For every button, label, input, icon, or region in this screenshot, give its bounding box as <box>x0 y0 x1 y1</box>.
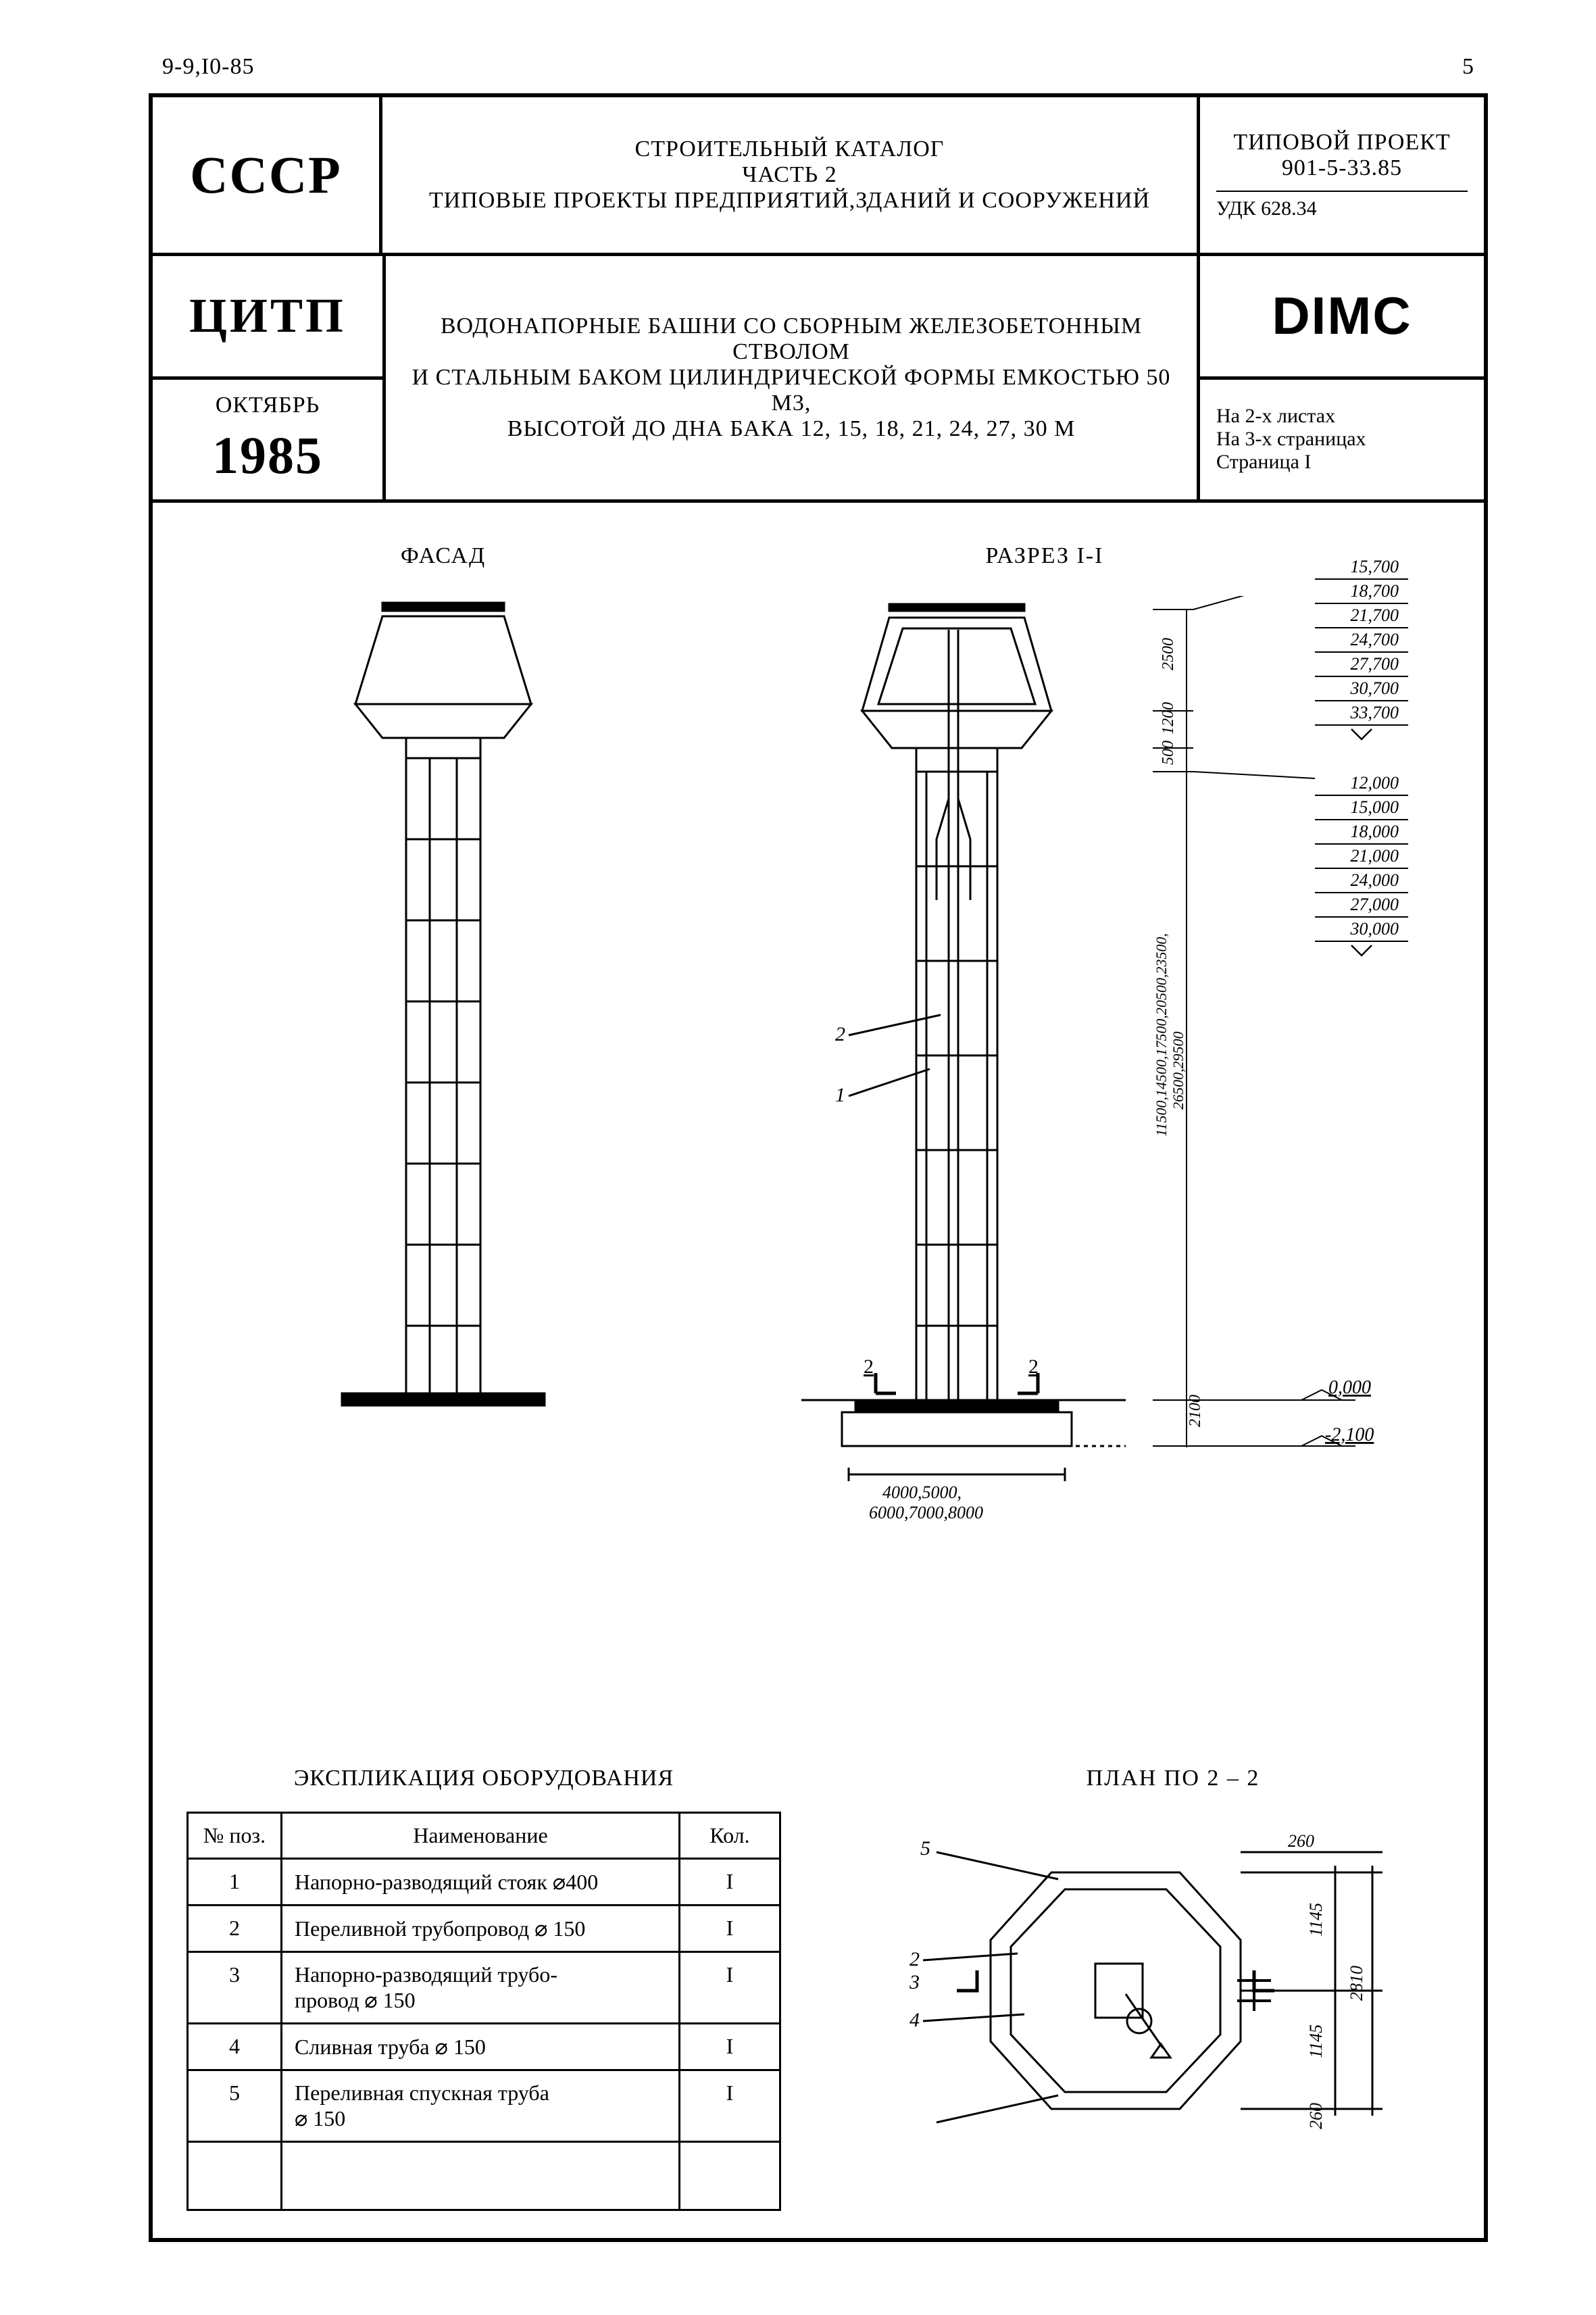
svg-text:-2,100: -2,100 <box>1325 1424 1374 1445</box>
elev-value: 27,700 <box>1315 653 1408 677</box>
cell-pos: 1 <box>188 1859 282 1906</box>
country-label: СССР <box>169 145 363 205</box>
svg-text:260: 260 <box>1288 1831 1314 1851</box>
section-view: РАЗРЕЗ I-I <box>774 543 1450 1739</box>
month-label: ОКТЯБРЬ <box>169 393 366 418</box>
svg-text:11500,14500,17500,20500,23500,: 11500,14500,17500,20500,23500, <box>1153 933 1170 1137</box>
cell-qty: I <box>680 1952 780 2024</box>
elev-value: 27,000 <box>1315 893 1408 918</box>
svg-text:1145: 1145 <box>1306 2024 1326 2058</box>
table-row: 4Сливная труба ⌀ 150I <box>188 2024 780 2070</box>
foundation-dims: 4000,5000, <box>882 1483 962 1502</box>
section-drawing: 1 2 2 2 <box>774 596 1153 1542</box>
main-frame: СССР СТРОИТЕЛЬНЫЙ КАТАЛОГ ЧАСТЬ 2 ТИПОВЫ… <box>149 93 1488 2242</box>
svg-text:1200: 1200 <box>1159 702 1177 735</box>
catalog-line2: ЧАСТЬ 2 <box>399 162 1180 188</box>
top-line: 9-9,I0-85 5 <box>149 54 1488 80</box>
desc-line2: И СТАЛЬНЫМ БАКОМ ЦИЛИНДРИЧЕСКОЙ ФОРМЫ ЕМ… <box>402 365 1180 416</box>
cell-name: Сливная труба ⌀ 150 <box>282 2024 680 2070</box>
table-row: 1Напорно-разводящий стояк ⌀400I <box>188 1859 780 1906</box>
svg-text:26500,29500: 26500,29500 <box>1170 1032 1187 1110</box>
dimc-label: DIMC <box>1216 285 1468 347</box>
svg-text:2: 2 <box>1028 1355 1039 1378</box>
plan-block: ПЛАН ПО 2 – 2 <box>896 1766 1450 2211</box>
year-label: 1985 <box>169 425 366 486</box>
col-qty: Кол. <box>680 1813 780 1859</box>
svg-text:2: 2 <box>864 1355 874 1378</box>
desc-line1: ВОДОНАПОРНЫЕ БАШНИ СО СБОРНЫМ ЖЕЛЕЗОБЕТО… <box>402 314 1180 365</box>
cell-pos: 2 <box>188 1906 282 1952</box>
facade-title: ФАСАД <box>401 543 486 569</box>
catalog-line1: СТРОИТЕЛЬНЫЙ КАТАЛОГ <box>399 136 1180 162</box>
col-name: Наименование <box>282 1813 680 1859</box>
cell-name: Напорно-разводящий трубо- провод ⌀ 150 <box>282 1952 680 2024</box>
cell-qty: I <box>680 2070 780 2142</box>
elev-value: 18,000 <box>1315 820 1408 845</box>
facade-view: ФАСАД <box>186 543 700 1739</box>
elev-value: 21,000 <box>1315 845 1408 869</box>
elev-value: 24,700 <box>1315 628 1408 653</box>
svg-text:5: 5 <box>920 1837 930 1860</box>
svg-text:2810: 2810 <box>1347 1966 1366 2001</box>
drawing-area: ФАСАД <box>153 503 1484 2238</box>
elev-value: 21,700 <box>1315 604 1408 628</box>
elev-value: 24,000 <box>1315 869 1408 893</box>
svg-text:4: 4 <box>909 2009 920 2031</box>
svg-text:1145: 1145 <box>1306 1903 1326 1937</box>
elev-value: 30,000 <box>1315 918 1408 942</box>
svg-text:6000,7000,8000: 6000,7000,8000 <box>869 1503 983 1522</box>
table-row: 3Напорно-разводящий трубо- провод ⌀ 150I <box>188 1952 780 2024</box>
section-title: РАЗРЕЗ I-I <box>986 543 1104 569</box>
svg-text:500: 500 <box>1159 741 1177 765</box>
cell-pos: 4 <box>188 2024 282 2070</box>
svg-text:2500: 2500 <box>1159 638 1177 670</box>
doc-code: 9-9,I0-85 <box>162 54 254 80</box>
top-elev-table: 15,70018,70021,70024,70027,70030,70033,7… <box>1315 555 1408 743</box>
facade-drawing <box>301 596 585 1474</box>
cell-pos: 3 <box>188 1952 282 2024</box>
svg-text:1: 1 <box>835 1084 845 1106</box>
page-number: 5 <box>1462 54 1474 80</box>
page: 9-9,I0-85 5 СССР СТРОИТЕЛЬНЫЙ КАТАЛОГ ЧА… <box>0 0 1596 2315</box>
sheets-line2: На 3-х страницах <box>1216 428 1468 451</box>
elev-value: 12,000 <box>1315 772 1408 796</box>
cell-name: Переливная спускная труба ⌀ 150 <box>282 2070 680 2142</box>
svg-text:260: 260 <box>1306 2103 1326 2129</box>
svg-text:2100: 2100 <box>1187 1395 1204 1427</box>
col-pos: № поз. <box>188 1813 282 1859</box>
cell-qty: I <box>680 2024 780 2070</box>
cell-pos: 5 <box>188 2070 282 2142</box>
project-label: ТИПОВОЙ ПРОЕКТ <box>1216 130 1468 155</box>
cell-qty: I <box>680 1859 780 1906</box>
table-row: 2Переливной трубопровод ⌀ 150I <box>188 1906 780 1952</box>
svg-text:2: 2 <box>909 1948 920 1970</box>
project-number: 901-5-33.85 <box>1216 155 1468 181</box>
plan-drawing: 5 2 3 4 1145 1145 2810 260 260 <box>896 1818 1450 2170</box>
desc-line3: ВЫСОТОЙ ДО ДНА БАКА 12, 15, 18, 21, 24, … <box>402 416 1180 442</box>
cell-name: Переливной трубопровод ⌀ 150 <box>282 1906 680 1952</box>
explication-block: ЭКСПЛИКАЦИЯ ОБОРУДОВАНИЯ № поз. Наименов… <box>186 1766 781 2211</box>
svg-text:3: 3 <box>909 1971 920 1993</box>
title-block: СССР СТРОИТЕЛЬНЫЙ КАТАЛОГ ЧАСТЬ 2 ТИПОВЫ… <box>153 97 1484 503</box>
udc-code: УДК 628.34 <box>1216 191 1468 220</box>
cell-qty: I <box>680 1906 780 1952</box>
elev-value: 15,700 <box>1315 555 1408 580</box>
elevation-column: 2500 1200 500 11500,14500,17500,20500,23… <box>1153 596 1437 1542</box>
mid-elev-table: 12,00015,00018,00021,00024,00027,00030,0… <box>1315 772 1408 960</box>
elev-value: 18,700 <box>1315 580 1408 604</box>
catalog-line3: ТИПОВЫЕ ПРОЕКТЫ ПРЕДПРИЯТИЙ,ЗДАНИЙ И СОО… <box>399 188 1180 214</box>
table-row: 5Переливная спускная труба ⌀ 150I <box>188 2070 780 2142</box>
svg-text:2: 2 <box>835 1023 845 1045</box>
explication-table: № поз. Наименование Кол. 1Напорно-развод… <box>186 1812 781 2211</box>
explication-title: ЭКСПЛИКАЦИЯ ОБОРУДОВАНИЯ <box>186 1766 781 1791</box>
org-label: ЦИТП <box>169 288 366 344</box>
plan-title: ПЛАН ПО 2 – 2 <box>896 1766 1450 1791</box>
svg-text:0,000: 0,000 <box>1328 1377 1371 1398</box>
cell-name: Напорно-разводящий стояк ⌀400 <box>282 1859 680 1906</box>
sheets-line1: На 2-х листах <box>1216 405 1468 428</box>
sheets-line3: Страница I <box>1216 451 1468 474</box>
elev-value: 15,000 <box>1315 796 1408 820</box>
elev-value: 33,700 <box>1315 701 1408 726</box>
elev-value: 30,700 <box>1315 677 1408 701</box>
